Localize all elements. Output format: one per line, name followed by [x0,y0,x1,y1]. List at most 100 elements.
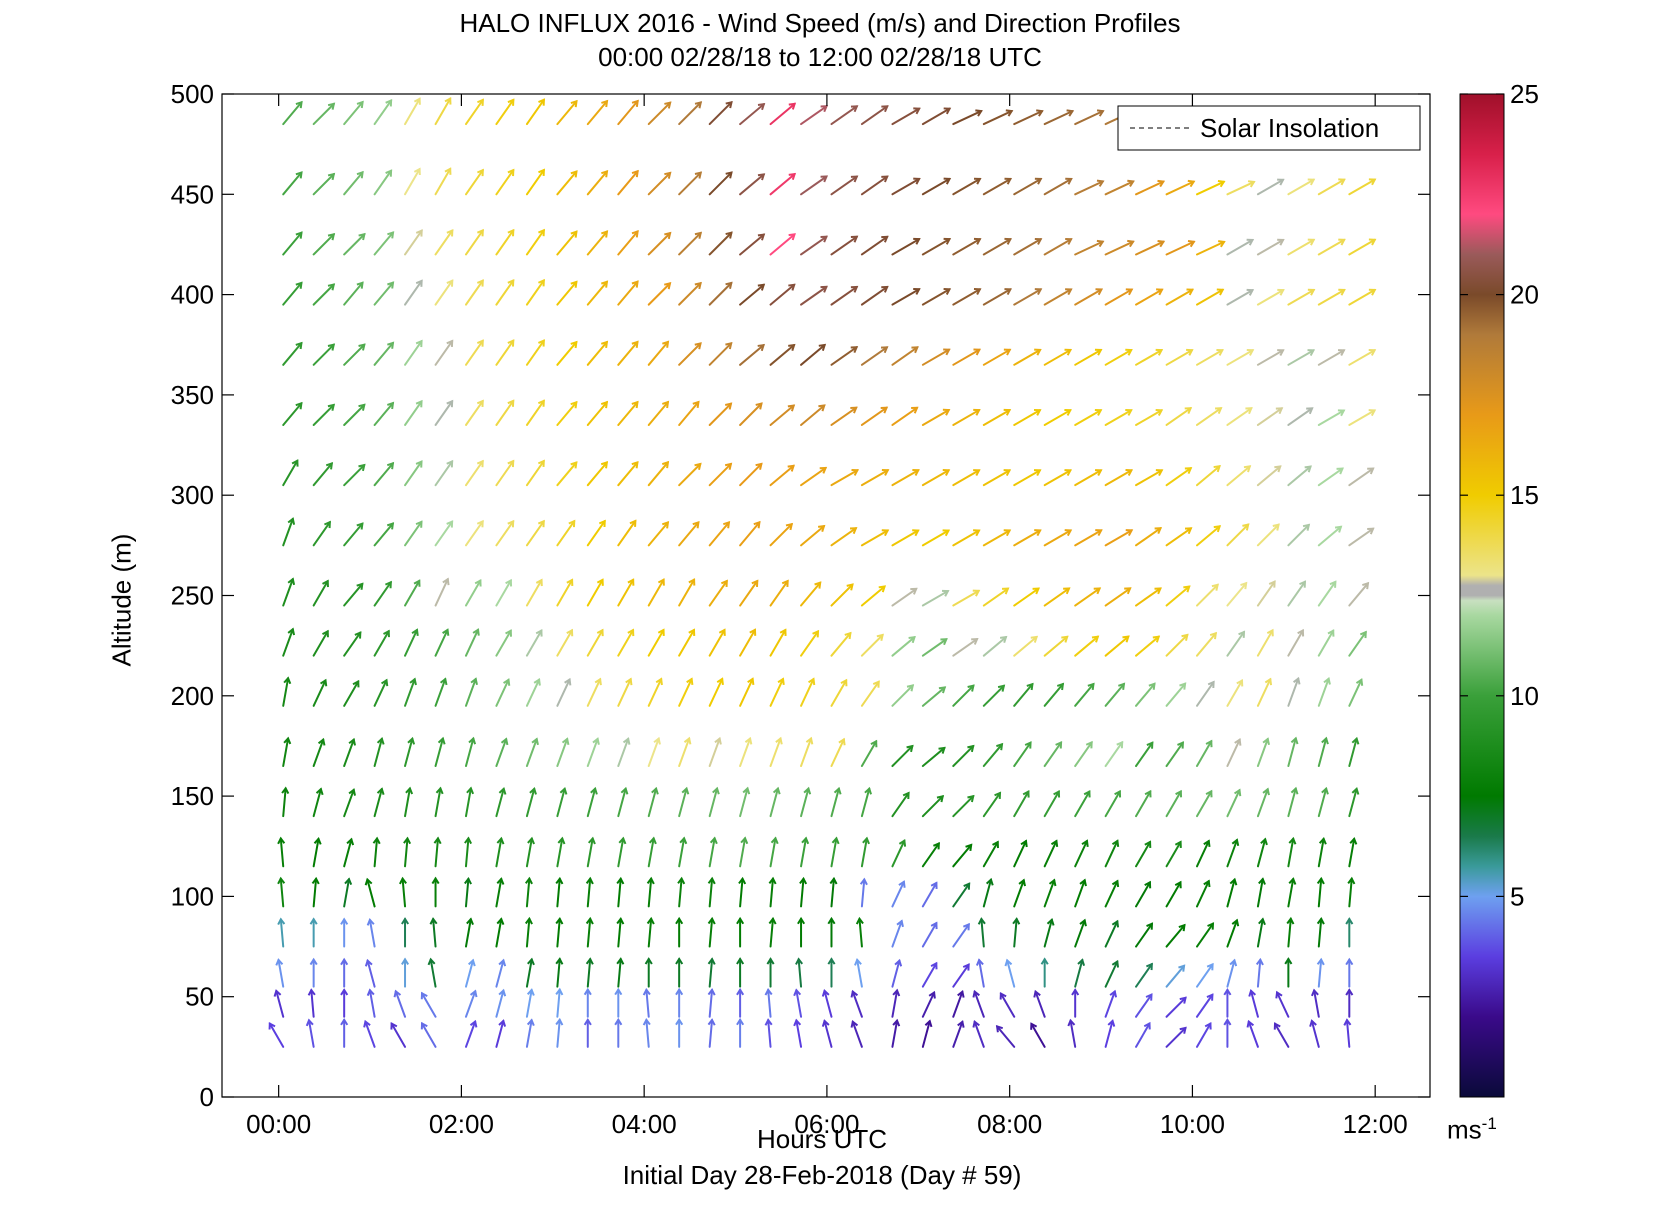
wind-arrow-head [943,288,952,295]
wind-arrow-shaft [891,880,905,908]
wind-arrow [800,629,820,657]
wind-arrow-shaft [617,737,630,768]
wind-arrow-shaft [830,406,858,426]
wind-arrow-head [821,989,830,997]
wind-arrow-head [1066,109,1075,117]
wind-arrow-shaft [282,281,303,306]
wind-arrow [1345,988,1354,1018]
wind-arrow-head [1323,676,1331,685]
wind-arrow [675,1017,684,1048]
wind-arrow-head [387,231,395,239]
wind-arrow [739,520,761,547]
wind-arrow [1135,409,1164,426]
wind-arrow [399,876,407,908]
wind-arrow-shaft [404,400,423,426]
wind-arrow-shaft [921,962,938,988]
wind-arrow-shaft [1195,740,1213,768]
wind-arrow [1074,839,1089,868]
wind-arrow-head [1157,179,1166,188]
wind-arrow [1195,631,1218,657]
wind-arrow [830,406,858,426]
wind-arrow [556,170,578,196]
wind-arrow-head [464,876,472,885]
wind-arrow-shaft [434,628,449,657]
wind-arrow-head [962,922,970,931]
wind-arrow-head [559,786,568,795]
wind-arrow-head [477,98,484,106]
wind-arrow-head [313,837,322,845]
wind-arrow-head [1329,580,1337,588]
wind-arrow [891,744,914,768]
wind-arrow-shaft [921,409,950,426]
wind-arrow-head [287,517,296,525]
wind-arrow-shaft [858,917,863,948]
wind-arrow-head [740,836,749,845]
wind-arrow [1195,525,1222,547]
wind-arrow [678,231,703,256]
wind-arrow-shaft [464,837,470,868]
wind-arrow-head [827,957,836,965]
wind-arrow-shaft [1013,288,1042,306]
wind-arrow [1013,682,1034,707]
wind-arrow [860,836,870,868]
wind-arrow-shaft [921,1020,931,1048]
wind-arrow-shaft [830,346,858,366]
wind-arrow [1043,839,1059,868]
wind-arrow-shaft [1104,880,1119,908]
wind-arrow-shaft [860,585,886,607]
wind-arrow-head [827,916,836,925]
wind-arrow-head [1246,238,1255,246]
wind-arrow-shaft [586,737,599,768]
wind-arrow-shaft [1074,919,1086,948]
wind-arrow [434,459,454,487]
wind-arrow-head [1223,1018,1232,1026]
wind-arrow-shaft [464,520,484,547]
wind-arrow-shaft [891,346,919,366]
wind-arrow-shaft [617,787,627,818]
wind-arrow-shaft [1013,177,1042,196]
wind-arrow-shaft [708,917,714,948]
wind-arrow-shaft [279,877,285,908]
wind-arrow-head [1334,525,1343,533]
wind-arrow-shaft [891,989,899,1018]
wind-arrow-head [768,876,777,885]
wind-arrow-head [399,876,407,885]
wind-arrow [1135,962,1153,988]
wind-arrow-shaft [1013,879,1025,908]
wind-arrow-shaft [525,877,531,908]
wind-arrow-shaft [525,579,543,607]
wind-arrow-head [967,794,975,803]
wind-arrow-shaft [1043,741,1063,768]
wind-arrow-shaft [1104,839,1119,868]
wind-arrow [891,839,907,868]
wind-arrow-head [1155,348,1164,356]
wind-arrow [617,836,627,868]
wind-arrow [312,579,329,607]
wind-arrow [1104,879,1120,908]
wind-arrow [736,916,745,948]
wind-arrow-shaft [495,959,505,988]
wind-arrow-head [1107,1019,1116,1027]
wind-arrow-shaft [1249,989,1259,1018]
wind-arrow-shaft [586,341,608,366]
wind-arrow [1074,239,1105,256]
wind-arrow [1165,741,1184,768]
wind-arrow [617,460,639,487]
wind-arrow-shaft [1104,920,1119,948]
wind-arrow [340,957,349,988]
wind-arrow-head [1186,288,1195,296]
wind-arrow [282,736,292,768]
wind-arrow-shaft [678,629,695,657]
wind-arrow-shaft [739,173,765,196]
wind-arrow [739,579,759,607]
wind-arrow [1223,987,1232,1018]
wind-arrow [555,957,564,988]
wind-arrow-head [662,400,670,409]
wind-arrow [1317,349,1346,366]
wind-arrow [678,400,700,426]
wind-arrow-shaft [739,283,765,306]
wind-arrow-head [1005,109,1014,117]
wind-arrow [282,171,303,196]
wind-arrow-head [287,577,296,586]
wind-arrow-head [1347,876,1356,885]
